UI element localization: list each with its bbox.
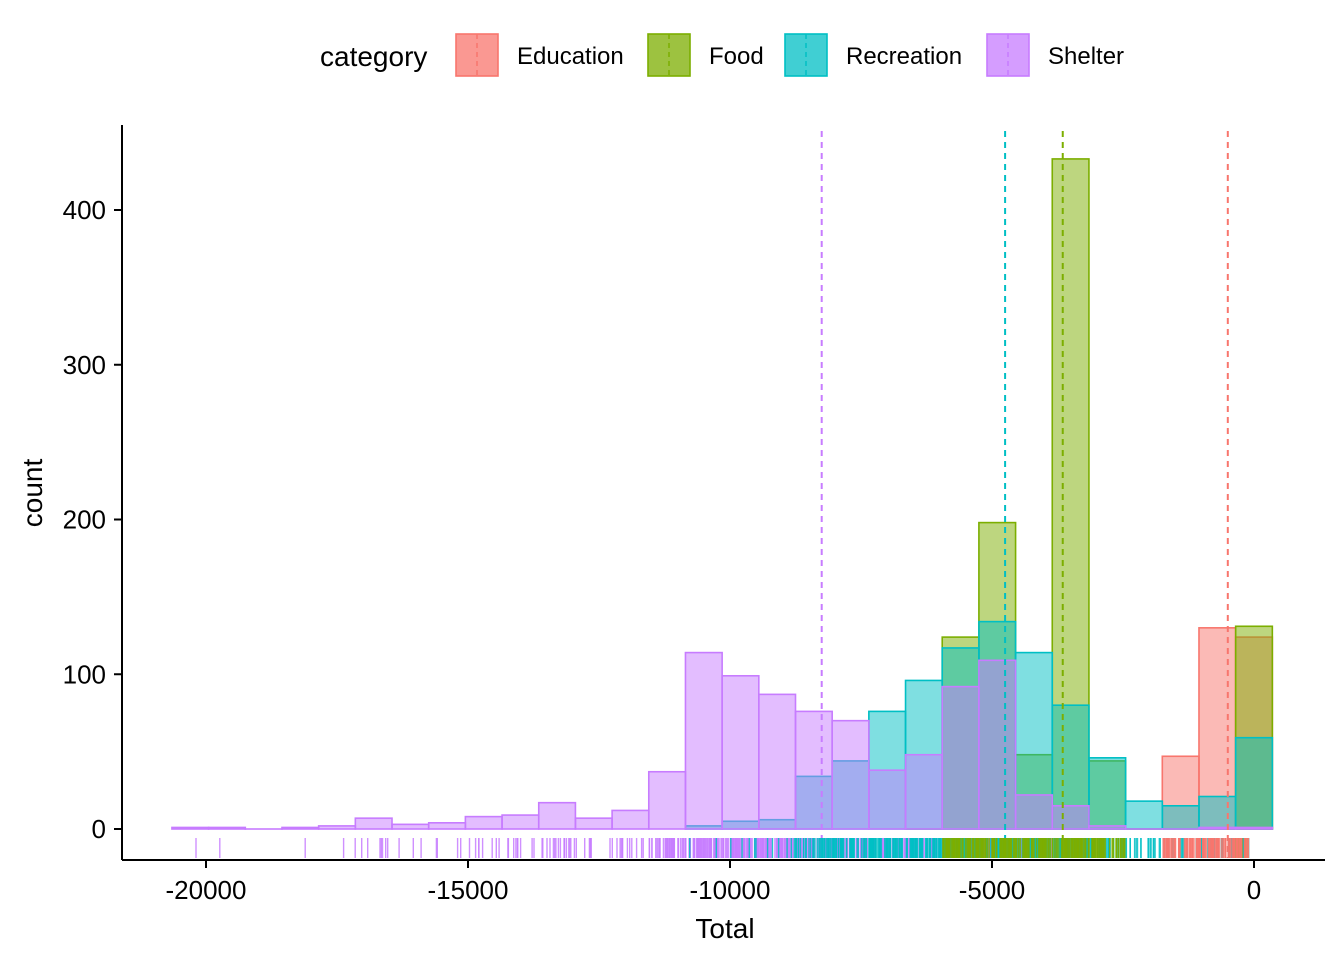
histogram-bar (647, 770, 687, 830)
x-tick-label: -10000 (690, 875, 771, 905)
histogram-bar (1124, 800, 1164, 830)
legend-title: category (320, 41, 427, 72)
histogram-bar (758, 693, 797, 830)
histogram-bar (1234, 826, 1274, 830)
y-tick-label: 0 (92, 814, 106, 844)
histogram-bar (317, 825, 357, 830)
x-tick-label: -15000 (428, 875, 509, 905)
histogram-bar (427, 822, 467, 830)
legend-label: Education (517, 43, 624, 70)
histogram-bar (207, 826, 247, 830)
plot-area: 0 100 200 300 400 -20000 -15000 -10000 -5000 0 (63, 125, 1325, 905)
y-tick-label: 300 (63, 350, 106, 380)
legend-key (784, 33, 828, 77)
mean-lines (820, 131, 1229, 858)
histogram-bar (1051, 804, 1090, 830)
histogram-bar (537, 801, 577, 830)
histogram-bar (794, 710, 833, 830)
x-axis-title: Total (695, 913, 754, 944)
y-axis-ticks: 0 100 200 300 400 (63, 195, 122, 844)
rug-food (942, 838, 1248, 858)
legend-key (455, 33, 499, 77)
histogram-bar (501, 814, 540, 830)
legend: category Education Food Recreation Shelter (320, 33, 1124, 77)
histogram-bar (574, 817, 613, 830)
histogram-bar (611, 809, 650, 830)
histogram-bar (684, 651, 723, 830)
legend-item-education: Education (455, 33, 624, 77)
histogram-bar (1088, 757, 1127, 830)
histogram-bar (1088, 825, 1127, 830)
histogram-bar (1234, 736, 1274, 830)
x-tick-label: 0 (1247, 875, 1261, 905)
legend-label: Food (709, 43, 764, 70)
legend-item-food: Food (647, 33, 764, 77)
histogram-bar (1198, 826, 1237, 830)
histogram-bar (391, 823, 430, 830)
legend-item-recreation: Recreation (784, 33, 962, 77)
histogram-bar (1014, 794, 1054, 830)
y-tick-label: 400 (63, 195, 106, 225)
histogram-bar (831, 719, 870, 830)
histogram-bar (281, 826, 320, 830)
histogram-bar (868, 769, 907, 830)
histogram-bar (171, 826, 210, 830)
series-shelter (171, 651, 1274, 830)
x-axis-ticks: -20000 -15000 -10000 -5000 0 (166, 860, 1261, 905)
histogram-bar (464, 815, 503, 830)
rug-marks (195, 838, 1250, 858)
histogram-bars (171, 158, 1274, 830)
histogram-bar (721, 674, 760, 830)
histogram-bar (941, 685, 980, 830)
histogram-bar (1198, 795, 1237, 830)
histogram-bar (1161, 804, 1200, 830)
histogram-bar (978, 659, 1017, 830)
histogram-bar (354, 817, 393, 830)
legend-label: Recreation (846, 43, 962, 70)
x-tick-label: -5000 (959, 875, 1026, 905)
rug-education (1162, 838, 1250, 858)
y-tick-label: 100 (63, 659, 106, 689)
y-tick-label: 200 (63, 505, 106, 535)
x-tick-label: -20000 (166, 875, 247, 905)
y-axis-title: count (17, 459, 48, 528)
histogram-bar (904, 753, 944, 830)
legend-item-shelter: Shelter (986, 33, 1124, 77)
legend-label: Shelter (1048, 43, 1124, 70)
